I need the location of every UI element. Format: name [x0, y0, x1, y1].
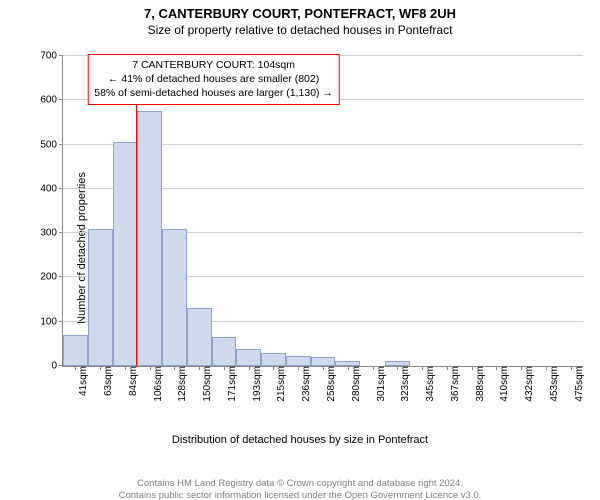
xtick-label: 345sqm	[423, 366, 436, 402]
xtick-label: 215sqm	[274, 366, 287, 402]
ytick-label: 300	[40, 228, 63, 239]
xtick-label: 128sqm	[175, 366, 188, 402]
xtick-label: 475sqm	[572, 366, 585, 402]
footer-line-2: Contains public sector information licen…	[0, 490, 600, 500]
histogram-bar	[88, 229, 113, 366]
ytick-mark	[59, 188, 63, 189]
ytick-mark	[59, 232, 63, 233]
ytick-mark	[59, 144, 63, 145]
xtick-label: 41sqm	[76, 366, 89, 396]
ytick-label: 500	[40, 139, 63, 150]
xtick-label: 280sqm	[349, 366, 362, 402]
xtick-label: 171sqm	[225, 366, 238, 402]
xtick-label: 236sqm	[299, 366, 312, 402]
annotation-line-1: 7 CANTERBURY COURT: 104sqm	[94, 58, 333, 72]
xtick-label: 432sqm	[522, 366, 535, 402]
ytick-label: 100	[40, 316, 63, 327]
ytick-label: 600	[40, 95, 63, 106]
plot-region: 010020030040050060070041sqm63sqm84sqm106…	[62, 56, 583, 367]
ytick-label: 200	[40, 272, 63, 283]
xtick-label: 323sqm	[398, 366, 411, 402]
ytick-label: 0	[51, 361, 63, 372]
ytick-label: 700	[40, 51, 63, 62]
footer-attribution: Contains HM Land Registry data © Crown c…	[0, 478, 600, 500]
x-axis-label: Distribution of detached houses by size …	[0, 434, 600, 446]
ytick-label: 400	[40, 183, 63, 194]
figure: 7, CANTERBURY COURT, PONTEFRACT, WF8 2UH…	[0, 6, 600, 500]
annotation-line-2: ← 41% of detached houses are smaller (80…	[94, 72, 333, 86]
histogram-bar	[187, 308, 212, 366]
xtick-label: 410sqm	[497, 366, 510, 402]
xtick-label: 367sqm	[448, 366, 461, 402]
histogram-bar	[137, 111, 162, 366]
xtick-label: 258sqm	[324, 366, 337, 402]
histogram-bar	[236, 349, 261, 366]
xtick-label: 301sqm	[374, 366, 387, 402]
chart-subtitle: Size of property relative to detached ho…	[0, 23, 600, 37]
xtick-label: 388sqm	[473, 366, 486, 402]
xtick-label: 63sqm	[101, 366, 114, 396]
histogram-bar	[113, 142, 138, 366]
histogram-bar	[261, 353, 286, 366]
chart-title: 7, CANTERBURY COURT, PONTEFRACT, WF8 2UH	[0, 6, 600, 21]
xtick-label: 193sqm	[250, 366, 263, 402]
annotation-box: 7 CANTERBURY COURT: 104sqm ← 41% of deta…	[87, 54, 340, 105]
ytick-mark	[59, 276, 63, 277]
ytick-mark	[59, 321, 63, 322]
xtick-label: 150sqm	[200, 366, 213, 402]
annotation-line-3: 58% of semi-detached houses are larger (…	[94, 86, 333, 100]
histogram-bar	[212, 337, 237, 366]
ytick-mark	[59, 55, 63, 56]
footer-line-1: Contains HM Land Registry data © Crown c…	[0, 478, 600, 490]
xtick-label: 106sqm	[151, 366, 164, 402]
xtick-label: 84sqm	[126, 366, 139, 396]
histogram-bar	[311, 357, 336, 366]
histogram-bar	[162, 229, 187, 366]
histogram-bar	[63, 335, 88, 366]
histogram-bar	[286, 356, 311, 366]
xtick-label: 453sqm	[547, 366, 560, 402]
chart-area: Number of detached properties 0100200300…	[0, 48, 600, 448]
ytick-mark	[59, 99, 63, 100]
